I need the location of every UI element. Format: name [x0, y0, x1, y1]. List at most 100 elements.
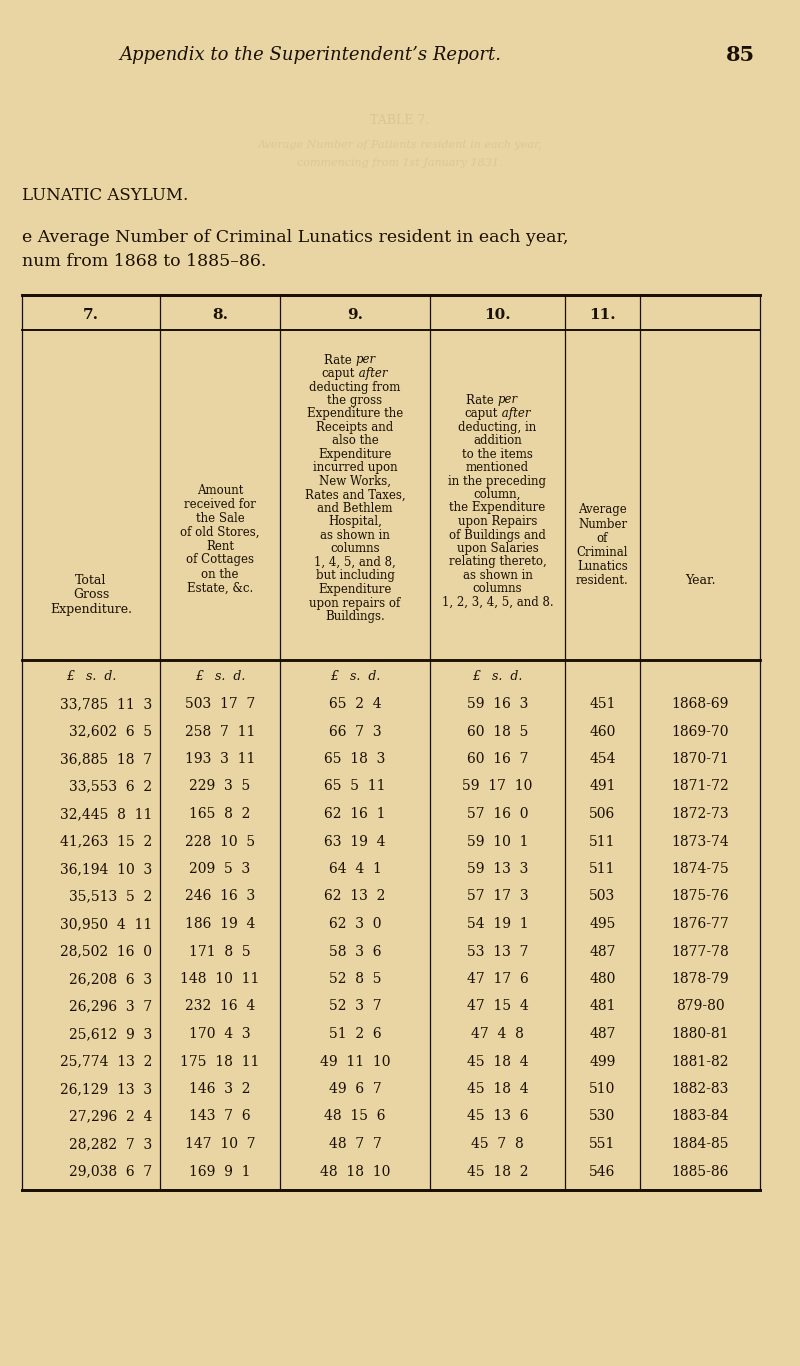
Text: Rent: Rent: [206, 540, 234, 552]
Text: 45  13  6: 45 13 6: [466, 1109, 528, 1123]
Text: 1875-76: 1875-76: [671, 889, 729, 903]
Text: 65  18  3: 65 18 3: [324, 753, 386, 766]
Text: commencing from 1st January 1831.: commencing from 1st January 1831.: [298, 158, 502, 168]
Text: as shown in: as shown in: [320, 529, 390, 542]
Text: 52  3  7: 52 3 7: [329, 1000, 382, 1014]
Text: the gross: the gross: [327, 393, 382, 407]
Text: TABLE 7.: TABLE 7.: [370, 113, 430, 127]
Text: 148  10  11: 148 10 11: [180, 973, 260, 986]
Text: the Expenditure: the Expenditure: [450, 501, 546, 515]
Text: 510: 510: [590, 1082, 616, 1096]
Text: 143  7  6: 143 7 6: [189, 1109, 251, 1123]
Text: 66  7  3: 66 7 3: [329, 724, 382, 739]
Text: 54  19  1: 54 19 1: [466, 917, 528, 932]
Text: column,: column,: [474, 488, 521, 501]
Text: upon Salaries: upon Salaries: [457, 542, 538, 555]
Text: 26,296  3  7: 26,296 3 7: [69, 1000, 152, 1014]
Text: 49  11  10: 49 11 10: [320, 1055, 390, 1068]
Text: e Average Number of Criminal Lunatics resident in each year,: e Average Number of Criminal Lunatics re…: [22, 229, 569, 246]
Text: 1883-84: 1883-84: [671, 1109, 729, 1123]
Text: 62  13  2: 62 13 2: [324, 889, 386, 903]
Text: 480: 480: [590, 973, 616, 986]
Text: of Buildings and: of Buildings and: [449, 529, 546, 541]
Text: 1, 4, 5, and 8,: 1, 4, 5, and 8,: [314, 556, 396, 570]
Text: but including: but including: [315, 570, 394, 582]
Text: Rate: Rate: [323, 354, 355, 366]
Text: 147  10  7: 147 10 7: [185, 1137, 255, 1152]
Text: 65  5  11: 65 5 11: [324, 780, 386, 794]
Text: 495: 495: [590, 917, 616, 932]
Text: 487: 487: [590, 1027, 616, 1041]
Text: 57  17  3: 57 17 3: [466, 889, 528, 903]
Text: 879-80: 879-80: [676, 1000, 724, 1014]
Text: mentioned: mentioned: [466, 460, 529, 474]
Text: after: after: [498, 407, 530, 419]
Text: Total: Total: [75, 574, 106, 586]
Text: £   s.  d.: £ s. d.: [472, 669, 522, 683]
Text: Amount: Amount: [197, 484, 243, 496]
Text: 229  3  5: 229 3 5: [190, 780, 250, 794]
Text: 45  18  4: 45 18 4: [466, 1082, 528, 1096]
Text: 530: 530: [590, 1109, 616, 1123]
Text: columns: columns: [330, 542, 380, 556]
Text: Receipts and: Receipts and: [316, 421, 394, 434]
Text: 49  6  7: 49 6 7: [329, 1082, 382, 1096]
Text: 36,194  10  3: 36,194 10 3: [60, 862, 152, 876]
Text: 1872-73: 1872-73: [671, 807, 729, 821]
Text: 487: 487: [590, 944, 616, 959]
Text: 1870-71: 1870-71: [671, 753, 729, 766]
Text: LUNATIC ASYLUM.: LUNATIC ASYLUM.: [22, 187, 188, 204]
Text: 32,445  8  11: 32,445 8 11: [60, 807, 152, 821]
Text: upon Repairs: upon Repairs: [458, 515, 537, 529]
Text: 48  15  6: 48 15 6: [324, 1109, 386, 1123]
Text: of Cottages: of Cottages: [186, 553, 254, 567]
Text: 1877-78: 1877-78: [671, 944, 729, 959]
Text: 246  16  3: 246 16 3: [185, 889, 255, 903]
Text: Appendix to the Superintendent’s Report.: Appendix to the Superintendent’s Report.: [119, 46, 501, 64]
Text: 32,602  6  5: 32,602 6 5: [69, 724, 152, 739]
Text: addition: addition: [473, 434, 522, 447]
Text: 51  2  6: 51 2 6: [329, 1027, 382, 1041]
Text: 1874-75: 1874-75: [671, 862, 729, 876]
Text: 45  18  2: 45 18 2: [466, 1164, 528, 1179]
Text: New Works,: New Works,: [319, 475, 391, 488]
Text: 175  18  11: 175 18 11: [180, 1055, 260, 1068]
Text: 146  3  2: 146 3 2: [190, 1082, 250, 1096]
Text: 59  10  1: 59 10 1: [466, 835, 528, 848]
Text: 30,950  4  11: 30,950 4 11: [60, 917, 152, 932]
Text: 7.: 7.: [83, 307, 99, 322]
Text: 186  19  4: 186 19 4: [185, 917, 255, 932]
Text: 506: 506: [590, 807, 616, 821]
Text: 35,513  5  2: 35,513 5 2: [69, 889, 152, 903]
Text: num from 1868 to 1885–86.: num from 1868 to 1885–86.: [22, 254, 266, 270]
Text: 1885-86: 1885-86: [671, 1164, 729, 1179]
Text: Expenditure: Expenditure: [318, 448, 392, 460]
Text: 28,502  16  0: 28,502 16 0: [60, 944, 152, 959]
Text: on the: on the: [202, 567, 238, 581]
Text: 460: 460: [590, 724, 616, 739]
Text: Average: Average: [578, 504, 627, 516]
Text: Expenditure.: Expenditure.: [50, 604, 132, 616]
Text: 47  4  8: 47 4 8: [471, 1027, 524, 1041]
Text: 503: 503: [590, 889, 616, 903]
Text: 36,885  18  7: 36,885 18 7: [60, 753, 152, 766]
Text: and Bethlem: and Bethlem: [318, 501, 393, 515]
Text: caput: caput: [322, 367, 355, 380]
Text: 454: 454: [590, 753, 616, 766]
Text: Number: Number: [578, 518, 627, 530]
Text: 10.: 10.: [484, 307, 511, 322]
Text: 1881-82: 1881-82: [671, 1055, 729, 1068]
Text: 62  3  0: 62 3 0: [329, 917, 382, 932]
Text: 28,282  7  3: 28,282 7 3: [69, 1137, 152, 1152]
Text: 193  3  11: 193 3 11: [185, 753, 255, 766]
Text: 48  7  7: 48 7 7: [329, 1137, 382, 1152]
Text: 499: 499: [590, 1055, 616, 1068]
Text: 232  16  4: 232 16 4: [185, 1000, 255, 1014]
Text: 1, 2, 3, 4, 5, and 8.: 1, 2, 3, 4, 5, and 8.: [442, 596, 554, 609]
Text: 9.: 9.: [347, 307, 363, 322]
Text: after: after: [355, 367, 387, 380]
Text: Expenditure: Expenditure: [318, 583, 392, 596]
Text: 165  8  2: 165 8 2: [190, 807, 250, 821]
Text: 1871-72: 1871-72: [671, 780, 729, 794]
Text: 1882-83: 1882-83: [671, 1082, 729, 1096]
